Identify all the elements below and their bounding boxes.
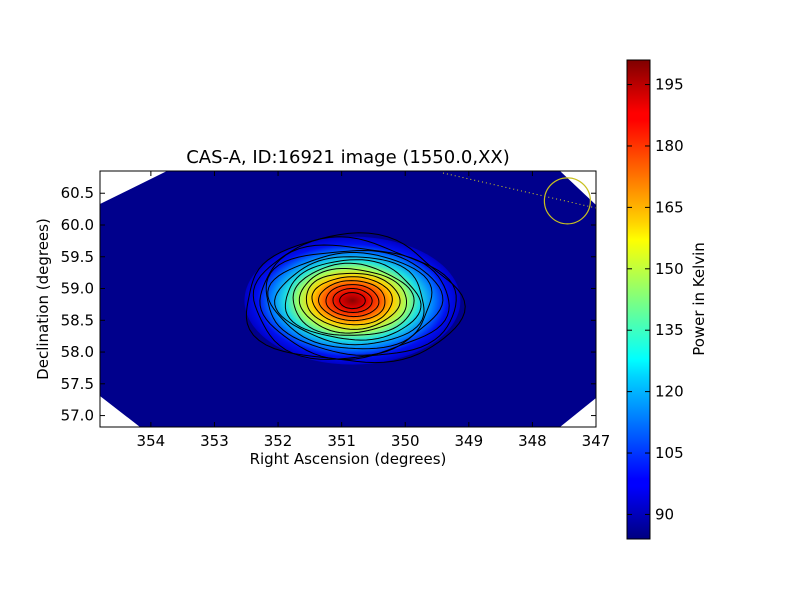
contour-line xyxy=(317,280,386,322)
contour-line xyxy=(305,272,401,330)
colorbar-tick-label: 165 xyxy=(655,198,684,216)
contour-line xyxy=(265,249,444,356)
source-image xyxy=(244,236,461,365)
y-axis: 57.0 57.5 58.0 58.5 59.0 59.5 60.0 60.5 xyxy=(61,184,596,425)
plot-area xyxy=(100,171,596,427)
y-tick-label: 58.5 xyxy=(61,311,94,329)
colorbar-tick-label: 180 xyxy=(655,137,684,155)
contour-line xyxy=(339,292,366,310)
x-tick-label: 347 xyxy=(582,432,611,450)
contour-lines xyxy=(245,232,466,364)
y-tick-label: 57.0 xyxy=(61,407,94,425)
x-axis-label: Right Ascension (degrees) xyxy=(250,450,447,468)
source-emission xyxy=(244,236,461,365)
y-tick-label: 57.5 xyxy=(61,375,94,393)
x-tick-label: 348 xyxy=(518,432,547,450)
colorbar-tick-label: 195 xyxy=(655,76,684,94)
contour-line xyxy=(252,236,457,360)
colorbar-label: Power in Kelvin xyxy=(690,242,708,356)
y-tick-label: 58.0 xyxy=(61,343,94,361)
colorbar-tick-label: 150 xyxy=(655,260,684,278)
colorbar-tick-label: 120 xyxy=(655,383,684,401)
y-tick-label: 60.0 xyxy=(61,216,94,234)
x-tick-label: 352 xyxy=(264,432,293,450)
colorbar-tick-label: 90 xyxy=(655,505,674,523)
contour-line xyxy=(292,262,415,336)
x-tick-label: 350 xyxy=(391,432,420,450)
contour-line xyxy=(311,276,393,326)
contour-line xyxy=(298,268,407,334)
plot-frame xyxy=(99,170,597,428)
x-tick-label: 349 xyxy=(455,432,484,450)
colorbar-axis: 90 105 120 135 150 165 180 195 xyxy=(627,76,684,523)
y-axis-label: Declination (degrees) xyxy=(34,218,52,380)
colorbar-tick-label: 105 xyxy=(655,444,684,462)
contour-line xyxy=(245,232,466,364)
y-tick-label: 59.5 xyxy=(61,248,94,266)
contour-line xyxy=(325,284,380,318)
contour-line xyxy=(274,256,425,346)
contour-line xyxy=(284,259,422,341)
chart-title: CAS-A, ID:16921 image (1550.0,XX) xyxy=(186,147,510,168)
contour-line xyxy=(267,252,433,350)
colorbar-frame xyxy=(626,59,651,540)
colorbar-tick-label: 135 xyxy=(655,321,684,339)
x-tick-label: 354 xyxy=(137,432,166,450)
contour-line xyxy=(332,288,373,314)
x-tick-label: 351 xyxy=(327,432,356,450)
x-tick-label: 353 xyxy=(200,432,229,450)
x-axis: 354 353 352 351 350 349 348 347 xyxy=(137,171,611,450)
y-tick-label: 59.0 xyxy=(61,280,94,298)
y-tick-label: 60.5 xyxy=(61,184,94,202)
beam-marker-circle xyxy=(543,177,591,225)
colorbar-gradient xyxy=(627,60,650,539)
